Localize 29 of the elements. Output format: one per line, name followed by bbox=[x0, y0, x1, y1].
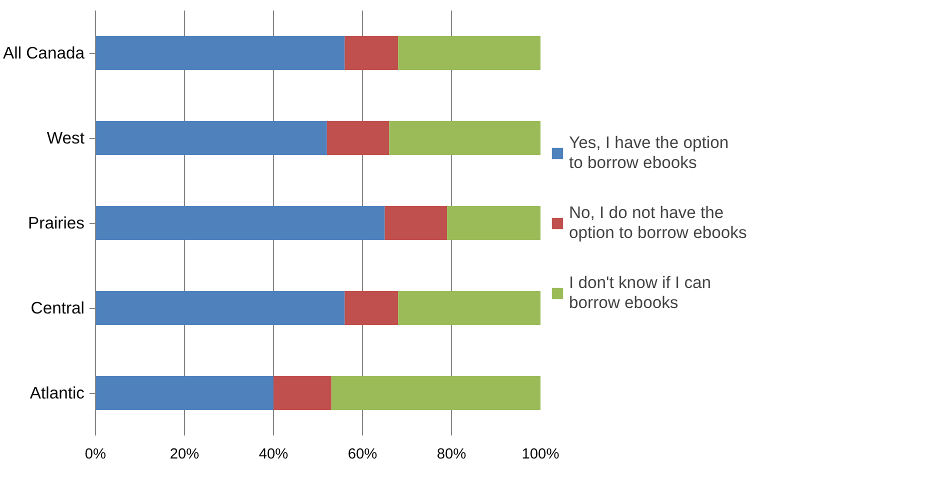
legend-label: Yes, I have the option to borrow ebooks bbox=[569, 132, 729, 172]
x-tick-label: 20% bbox=[170, 446, 200, 462]
bar bbox=[344, 36, 398, 70]
bar bbox=[96, 36, 345, 70]
bar bbox=[398, 36, 540, 70]
x-tick-label: 0% bbox=[84, 446, 106, 462]
x-tick-label: 80% bbox=[436, 446, 466, 462]
bar bbox=[331, 376, 540, 410]
bar bbox=[96, 121, 327, 155]
legend-label: I don't know if I can borrow ebooks bbox=[569, 272, 712, 312]
legend-label: No, I do not have the option to borrow ebooks bbox=[569, 202, 747, 242]
y-tick-label: Atlantic bbox=[30, 384, 85, 402]
bar bbox=[447, 206, 540, 240]
x-tick-label: 60% bbox=[348, 446, 378, 462]
bar bbox=[384, 206, 448, 240]
bar bbox=[344, 291, 398, 325]
x-tick-label: 40% bbox=[258, 446, 288, 462]
y-tick-label: West bbox=[46, 128, 85, 148]
bar bbox=[389, 121, 540, 155]
bar bbox=[274, 376, 332, 410]
bar bbox=[96, 206, 385, 240]
bar bbox=[96, 376, 274, 410]
y-tick-label: Prairies bbox=[28, 214, 85, 232]
y-tick-label: All Canada bbox=[3, 44, 86, 62]
x-tick-label: 100% bbox=[522, 446, 560, 462]
bar bbox=[96, 291, 345, 325]
bar bbox=[398, 291, 540, 325]
bar bbox=[326, 121, 390, 155]
y-tick-label: Central bbox=[30, 298, 85, 318]
